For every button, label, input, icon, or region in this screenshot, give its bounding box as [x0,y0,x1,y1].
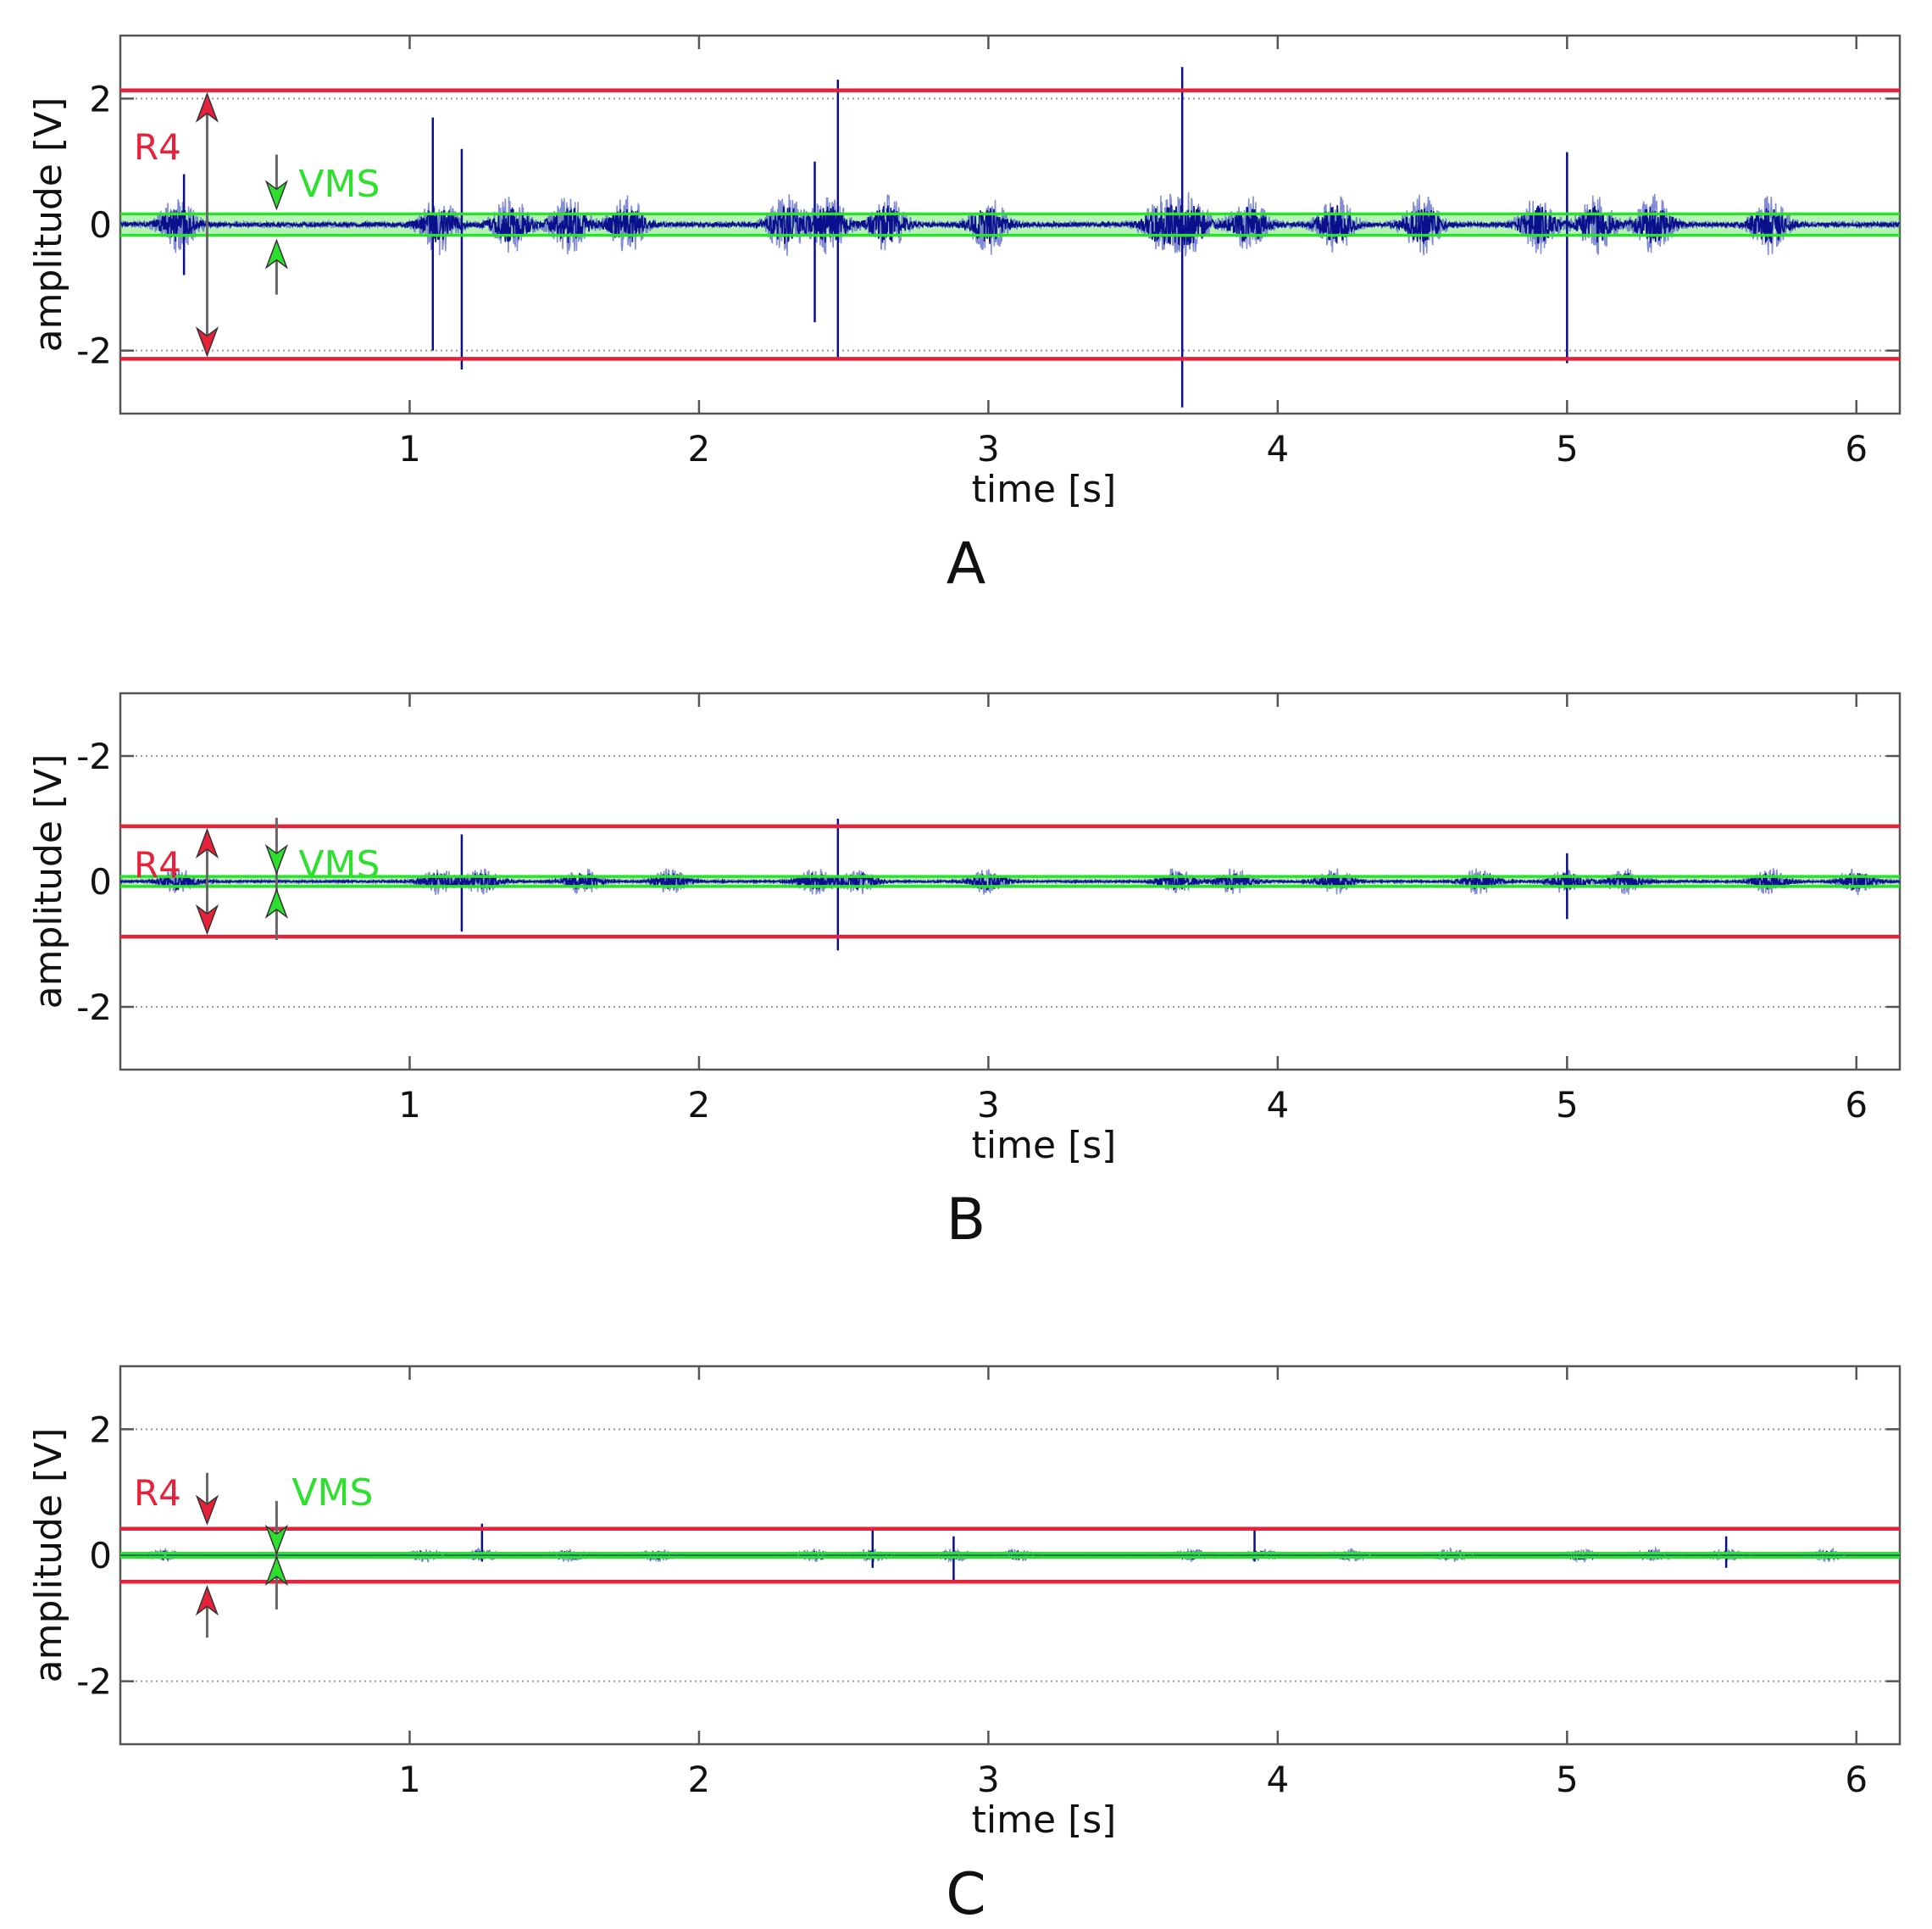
y-tick-label: 2 [89,78,112,120]
signal-group [120,67,1900,408]
x-tick-label: 3 [977,1759,1000,1800]
r4-label: R4 [134,1472,181,1514]
x-tick-label: 3 [977,428,1000,470]
x-tick-label: 2 [688,428,711,470]
x-axis-label: time [s] [972,468,1117,511]
y-tick-label: -2 [76,331,112,372]
r4-arrow-head-down [195,326,219,358]
vms-arrow-head-up [264,887,288,920]
vms-label: VMS [291,1471,373,1515]
x-tick-label: 5 [1556,1759,1579,1800]
vms-label: VMS [298,843,380,887]
r4-arrow-head-up [195,827,219,859]
vms-arrow-head-up [264,1554,288,1587]
y-axis-label: amplitude [V] [27,97,70,353]
x-tick-label: 2 [688,1084,711,1126]
y-axis-label: amplitude [V] [27,1428,70,1683]
panel-a: 1 2 3 4 5 6 2 0 -2 time [s] amplitude [V] A R4 VMS [27,34,1901,598]
x-tick-label: 3 [977,1084,1000,1126]
r4-arrow-head-down [195,1494,219,1526]
signal-trace [120,871,1900,892]
vms-arrow-head-down [264,180,288,211]
x-tick-label: 4 [1266,1759,1289,1800]
y-tick-label: -2 [76,987,112,1028]
x-tick-label: 4 [1266,428,1289,470]
x-tick-label: 6 [1845,1759,1868,1800]
vms-arrow-head-down [264,843,288,876]
y-tick-label: 0 [89,1535,112,1576]
r4-label: R4 [134,844,181,886]
r4-arrow-head-up [195,1585,219,1616]
x-tick-label: 5 [1556,428,1579,470]
vms-arrow-head-up [264,238,288,270]
panel-b: 1 2 3 4 5 6 -2 0 -2 time [s] amplitude [V] B R4 VMS [27,692,1901,1254]
r4-arrow-head-down [195,903,219,936]
x-tick-label: 4 [1266,1084,1289,1126]
panel-label: A [947,531,986,598]
x-tick-label: 1 [398,428,421,470]
vms-arrow-head-down [264,1524,288,1556]
panel-c: 1 2 3 4 5 6 2 0 -2 time [s] amplitude [V] C R4 VMS [27,1365,1901,1928]
x-tick-label: 1 [398,1759,421,1800]
y-tick-label: -2 [76,736,112,777]
x-axis-label: time [s] [972,1124,1117,1167]
panel-label: C [946,1861,985,1928]
x-axis-label: time [s] [972,1798,1117,1842]
y-tick-label: 0 [89,204,112,246]
y-axis-label: amplitude [V] [27,754,70,1009]
panel-label: B [947,1187,986,1254]
x-tick-label: 2 [688,1759,711,1800]
y-tick-label: 0 [89,861,112,903]
x-tick-label: 6 [1845,1084,1868,1126]
y-tick-label: -2 [76,1661,112,1703]
y-tick-label: 2 [89,1409,112,1450]
x-tick-label: 6 [1845,428,1868,470]
x-tick-label: 5 [1556,1084,1579,1126]
r4-label: R4 [134,126,181,168]
vms-label: VMS [298,163,380,206]
x-tick-label: 1 [398,1084,421,1126]
r4-arrow-head-up [195,92,219,123]
